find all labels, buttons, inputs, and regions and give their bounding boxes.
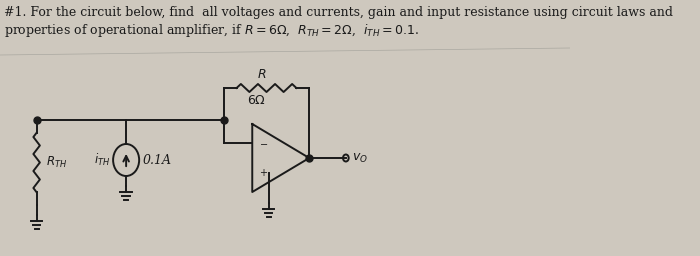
Text: #1. For the circuit below, find  all voltages and currents, gain and input resis: #1. For the circuit below, find all volt… (4, 6, 673, 19)
Text: $R$: $R$ (258, 68, 267, 80)
Text: $+$: $+$ (259, 167, 268, 178)
Text: $-$: $-$ (259, 138, 268, 148)
Text: $R_{TH}$: $R_{TH}$ (46, 155, 68, 170)
Text: 0.1A: 0.1A (142, 154, 172, 166)
Text: $i_{TH}$: $i_{TH}$ (94, 152, 110, 168)
Text: $6\Omega$: $6\Omega$ (246, 93, 266, 106)
Text: properties of operational amplifier, if $R = 6\Omega$,  $R_{TH} = 2\Omega$,  $i_: properties of operational amplifier, if … (4, 22, 419, 39)
Text: $v_O$: $v_O$ (352, 152, 368, 165)
